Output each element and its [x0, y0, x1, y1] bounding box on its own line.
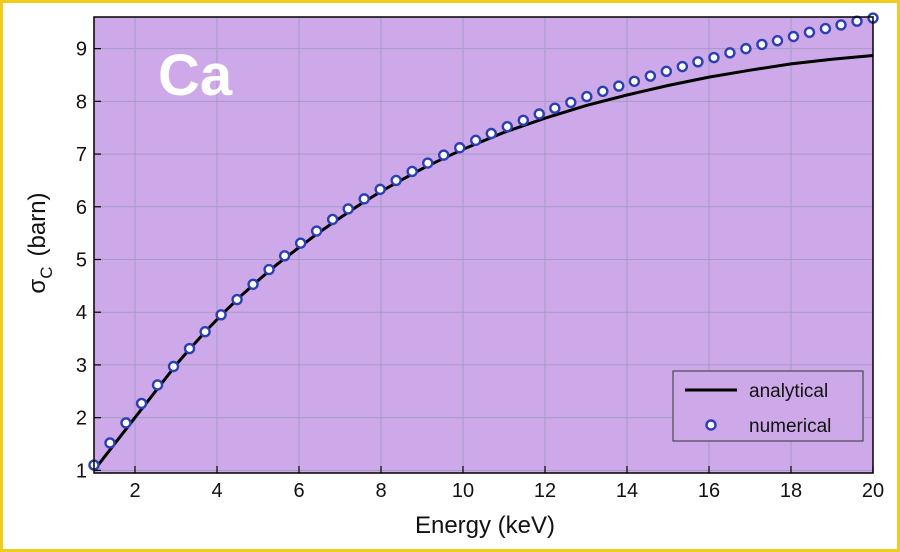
data-point-numerical	[422, 157, 434, 169]
data-point-numerical	[294, 237, 307, 249]
data-point-numerical	[326, 213, 339, 226]
x-tick-label: 12	[534, 480, 556, 502]
x-tick-label: 6	[293, 480, 304, 502]
data-point-numerical	[247, 278, 259, 290]
data-point-numerical	[756, 38, 768, 51]
data-point-numerical	[803, 26, 816, 38]
data-point-numerical	[819, 22, 832, 35]
data-point-numerical	[628, 75, 641, 88]
data-point-numerical	[278, 250, 291, 262]
data-point-numerical	[724, 47, 736, 59]
data-point-numerical	[501, 120, 513, 133]
y-tick-label: 3	[76, 355, 87, 377]
data-point-numerical	[517, 114, 529, 127]
data-point-numerical	[581, 90, 593, 103]
plot-border	[93, 16, 874, 474]
data-point-numerical	[485, 127, 497, 140]
data-point-numerical	[613, 80, 625, 92]
legend-box	[672, 370, 864, 442]
y-tick-label: 4	[76, 302, 87, 324]
data-point-numerical	[470, 134, 482, 147]
data-point-numerical	[835, 19, 847, 31]
legend: analytical numerical	[672, 370, 864, 442]
data-point-numerical	[676, 60, 689, 73]
data-point-numerical	[438, 149, 450, 161]
y-tick-label: 5	[76, 249, 87, 271]
data-point-numerical	[390, 174, 402, 187]
x-tick-label: 20	[862, 480, 884, 502]
x-axis-label: Energy (keV)	[415, 512, 555, 539]
legend-marker-numerical	[705, 419, 717, 431]
y-tick-label: 1	[76, 460, 87, 482]
data-point-numerical	[263, 263, 275, 276]
x-tick-label: 4	[211, 480, 222, 502]
y-axis-label: σC (barn)	[24, 192, 56, 293]
data-point-numerical	[787, 30, 800, 43]
legend-label-analytical: analytical	[749, 381, 828, 402]
y-tick-label: 2	[76, 408, 87, 430]
data-point-numerical	[597, 85, 609, 98]
data-point-numerical	[231, 293, 243, 306]
y-tick-label: 6	[76, 197, 87, 219]
data-point-numerical	[215, 309, 227, 321]
data-point-numerical	[851, 15, 863, 27]
legend-label-numerical: numerical	[749, 416, 831, 437]
x-tick-label: 10	[452, 480, 474, 502]
data-point-numerical	[199, 326, 211, 338]
data-point-numerical	[692, 56, 704, 68]
data-point-numerical	[151, 379, 164, 391]
x-tick-label: 18	[780, 480, 802, 502]
data-point-numerical	[708, 51, 720, 64]
x-tick-label: 16	[698, 480, 720, 502]
data-point-numerical	[644, 70, 657, 82]
x-tick-label: 2	[129, 480, 140, 502]
data-point-numerical	[342, 203, 354, 215]
data-point-numerical	[120, 417, 132, 429]
x-tick-label: 14	[616, 480, 638, 502]
y-axis-label-symbol: σ	[24, 279, 51, 294]
y-axis-label-unit: (barn)	[24, 192, 51, 256]
data-point-numerical	[740, 42, 752, 55]
data-point-numerical	[406, 165, 418, 178]
data-point-numerical	[374, 183, 386, 196]
y-tick-label: 8	[76, 91, 87, 113]
data-point-numerical	[660, 65, 673, 77]
y-axis-label-subscript: C	[37, 266, 56, 278]
data-point-numerical	[167, 360, 180, 373]
data-point-numerical	[310, 225, 323, 237]
data-point-numerical	[771, 35, 784, 47]
data-point-numerical	[135, 397, 148, 410]
element-label: Ca	[158, 43, 233, 108]
data-point-numerical	[183, 342, 196, 355]
y-tick-label: 9	[76, 39, 87, 61]
series-layer	[88, 12, 879, 472]
data-point-numerical	[104, 437, 116, 449]
data-point-numerical	[549, 102, 561, 114]
data-point-numerical	[565, 96, 577, 109]
y-tick-label: 7	[76, 144, 87, 166]
data-point-numerical	[533, 108, 545, 120]
data-point-numerical	[454, 142, 466, 154]
x-tick-label: 8	[375, 480, 386, 502]
data-point-numerical	[358, 193, 370, 205]
